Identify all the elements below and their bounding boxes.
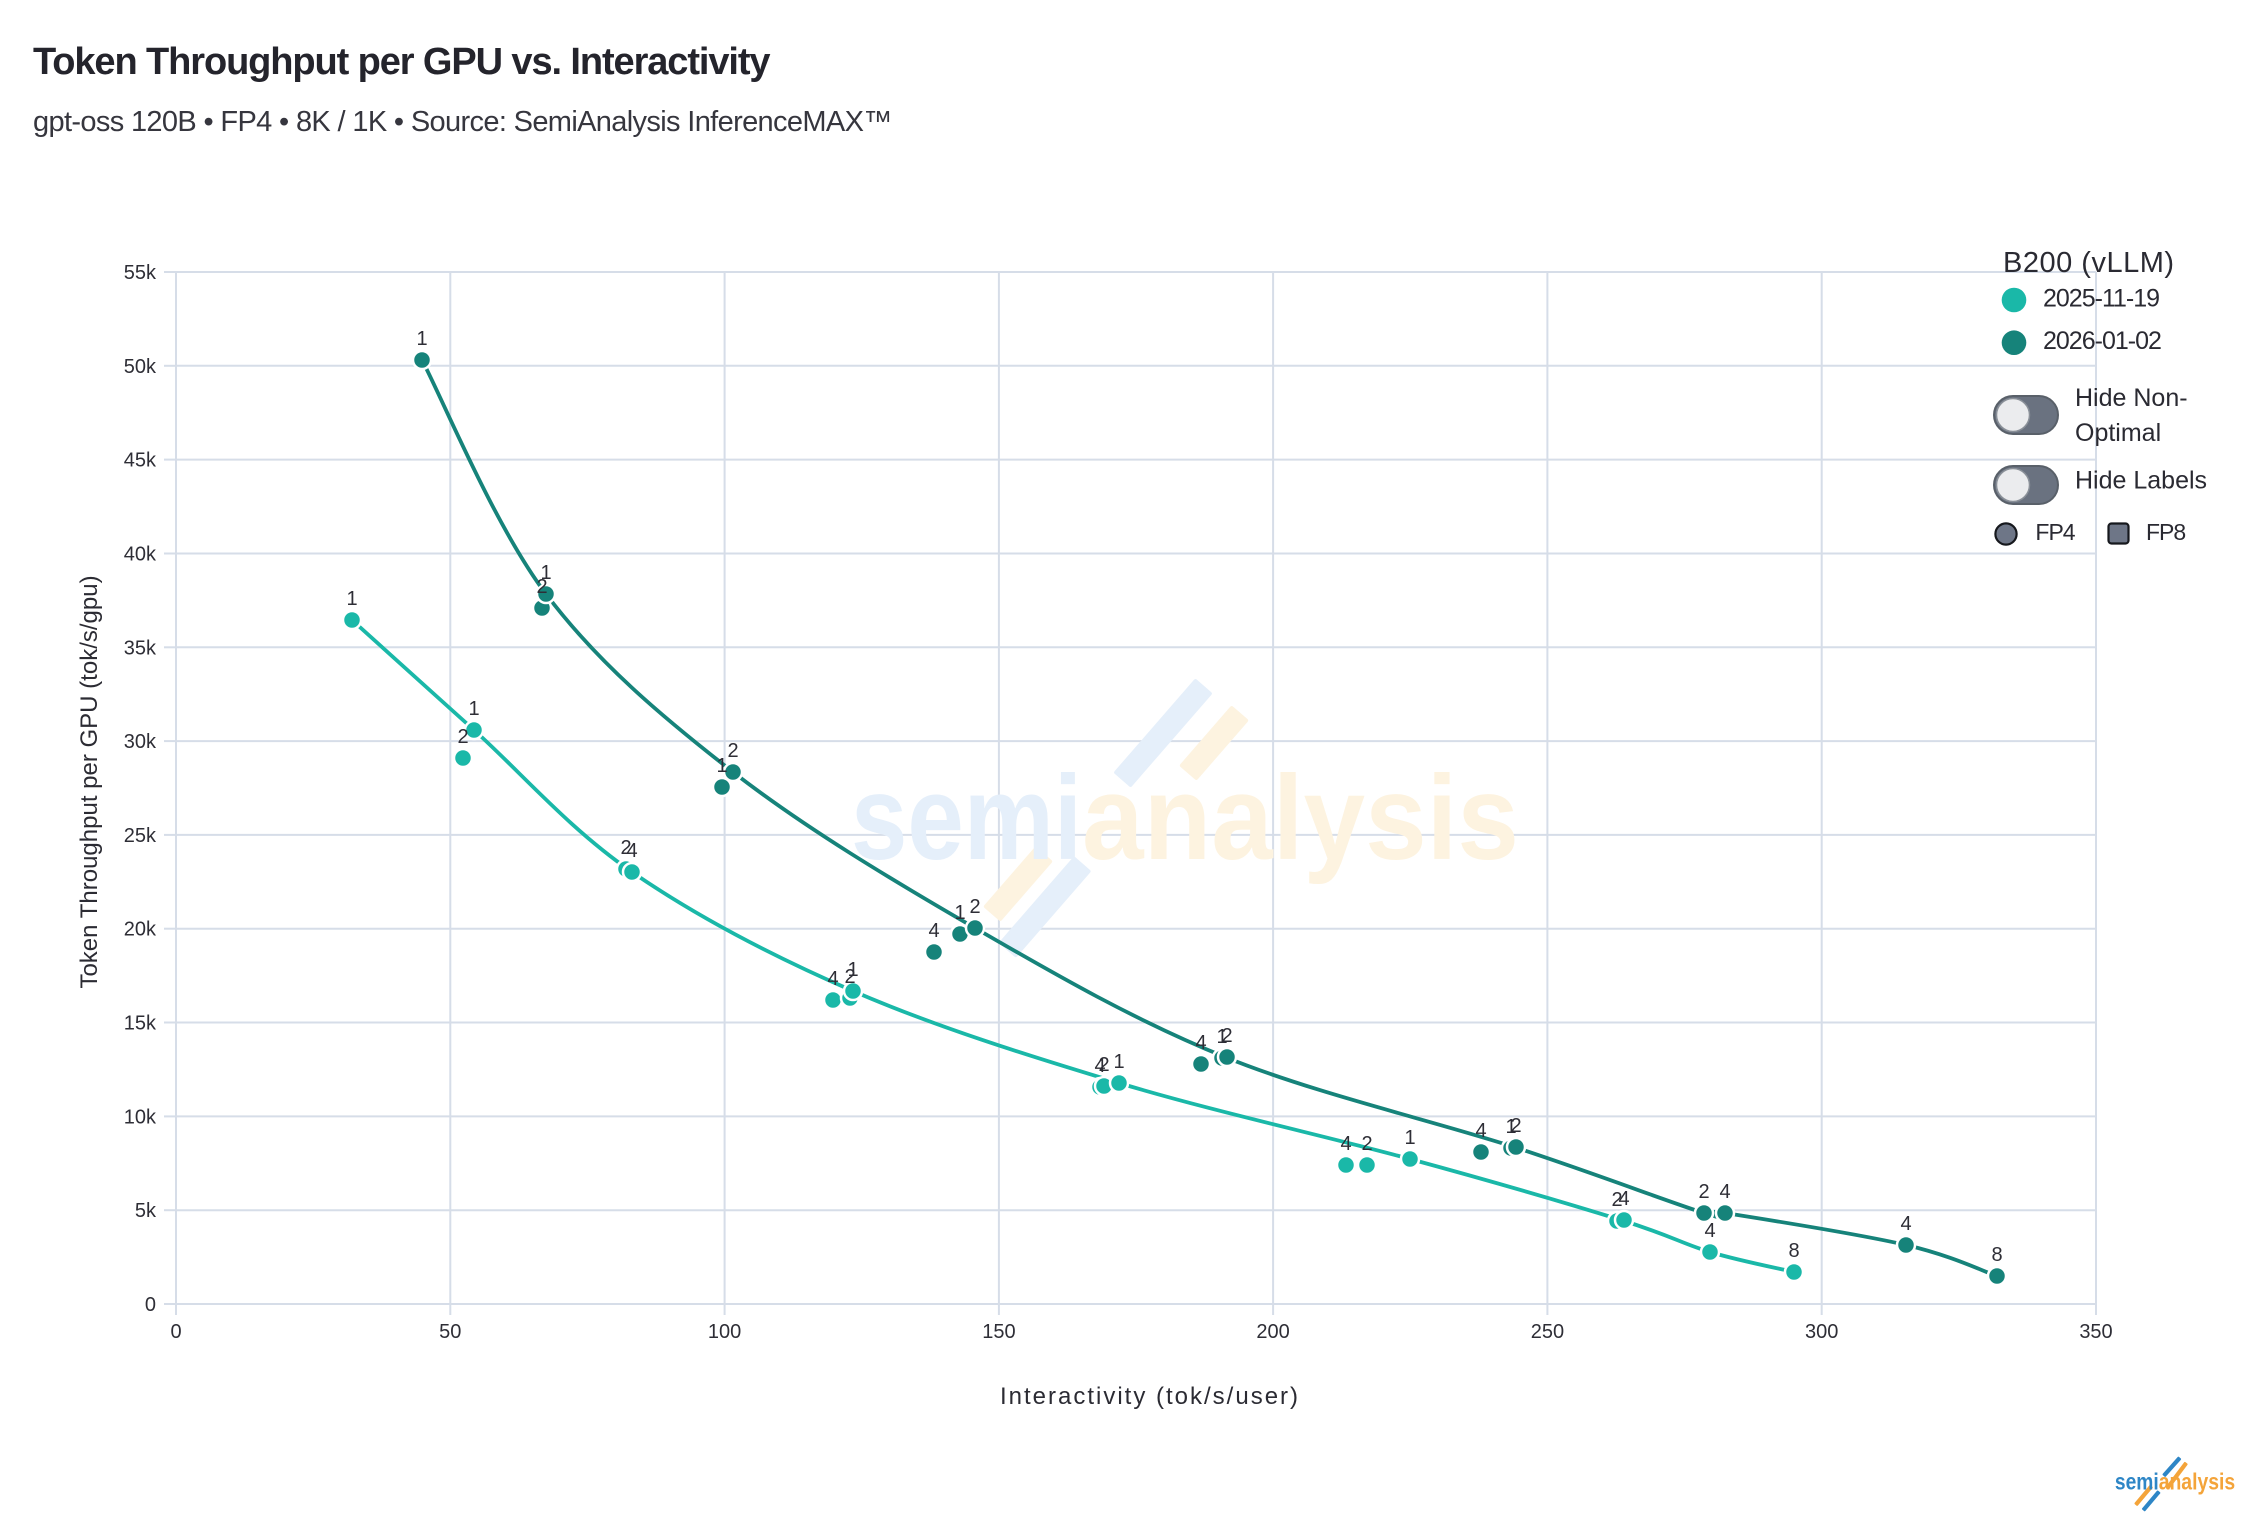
svg-text:1: 1: [716, 755, 727, 777]
svg-text:4: 4: [827, 968, 838, 990]
svg-text:B200 (vLLM): B200 (vLLM): [2003, 247, 2175, 279]
svg-text:2: 2: [1698, 1181, 1709, 1203]
svg-text:semi: semi: [2115, 1469, 2159, 1495]
svg-text:2: 2: [727, 740, 738, 762]
svg-text:4: 4: [1900, 1213, 1911, 1235]
svg-text:2: 2: [969, 896, 980, 918]
svg-text:FP8: FP8: [2146, 519, 2185, 545]
svg-text:4: 4: [1340, 1133, 1351, 1155]
svg-text:Token Throughput per GPU (tok/: Token Throughput per GPU (tok/s/gpu): [76, 575, 103, 988]
svg-text:2025-11-19: 2025-11-19: [2043, 285, 2159, 313]
svg-text:2026-01-02: 2026-01-02: [2043, 327, 2161, 355]
svg-text:4: 4: [1719, 1181, 1730, 1203]
svg-text:100: 100: [708, 1321, 741, 1343]
svg-text:Optimal: Optimal: [2075, 419, 2161, 447]
svg-text:0: 0: [170, 1321, 181, 1343]
svg-text:50k: 50k: [124, 356, 157, 378]
svg-text:4: 4: [1195, 1032, 1206, 1054]
svg-text:50: 50: [439, 1321, 461, 1343]
svg-text:30k: 30k: [124, 731, 157, 753]
svg-text:200: 200: [1256, 1321, 1289, 1343]
svg-text:1: 1: [954, 902, 965, 924]
svg-text:4: 4: [1094, 1055, 1105, 1077]
svg-text:2: 2: [1510, 1115, 1521, 1137]
svg-text:4: 4: [1618, 1188, 1629, 1210]
svg-text:FP4: FP4: [2035, 519, 2075, 545]
svg-text:300: 300: [1805, 1321, 1838, 1343]
svg-text:25k: 25k: [124, 825, 157, 847]
svg-text:1: 1: [416, 328, 427, 350]
svg-text:10k: 10k: [124, 1106, 157, 1128]
svg-text:8: 8: [1788, 1240, 1799, 1262]
svg-text:0: 0: [145, 1294, 156, 1316]
svg-text:8: 8: [1991, 1244, 2002, 1266]
svg-text:150: 150: [982, 1321, 1015, 1343]
svg-text:55k: 55k: [124, 262, 157, 284]
svg-text:45k: 45k: [124, 450, 157, 472]
svg-text:5k: 5k: [135, 1200, 157, 1222]
svg-text:40k: 40k: [124, 544, 157, 566]
svg-text:gpt-oss 120B • FP4 • 8K / 1K •: gpt-oss 120B • FP4 • 8K / 1K • Source: S…: [33, 106, 892, 138]
svg-text:analysis: analysis: [2159, 1469, 2236, 1495]
svg-text:2: 2: [536, 576, 547, 598]
svg-text:4: 4: [1475, 1120, 1486, 1142]
svg-text:Hide Non-: Hide Non-: [2075, 384, 2188, 412]
svg-text:1: 1: [468, 698, 479, 720]
svg-text:250: 250: [1531, 1321, 1564, 1343]
svg-text:1: 1: [346, 588, 357, 610]
svg-text:1: 1: [1505, 1116, 1516, 1138]
svg-text:20k: 20k: [124, 919, 157, 941]
svg-text:1: 1: [847, 959, 858, 981]
svg-text:35k: 35k: [124, 637, 157, 659]
svg-text:Interactivity (tok/s/user): Interactivity (tok/s/user): [1000, 1383, 1300, 1410]
svg-text:2: 2: [1221, 1025, 1232, 1047]
svg-text:Hide Labels: Hide Labels: [2075, 467, 2207, 495]
svg-text:2: 2: [844, 966, 855, 988]
svg-text:2: 2: [457, 726, 468, 748]
svg-text:4: 4: [626, 840, 637, 862]
svg-text:semi: semi: [851, 751, 1082, 885]
svg-text:2: 2: [1098, 1054, 1109, 1076]
svg-text:1: 1: [1404, 1127, 1415, 1149]
svg-text:1: 1: [1113, 1051, 1124, 1073]
svg-text:4: 4: [928, 920, 939, 942]
svg-text:350: 350: [2079, 1321, 2112, 1343]
svg-text:analysis: analysis: [1082, 751, 1519, 885]
svg-text:4: 4: [1704, 1220, 1715, 1242]
svg-text:1: 1: [540, 562, 551, 584]
svg-text:2: 2: [620, 837, 631, 859]
svg-text:Token Throughput per GPU vs. I: Token Throughput per GPU vs. Interactivi…: [33, 41, 770, 83]
svg-text:1: 1: [1216, 1026, 1227, 1048]
svg-text:2: 2: [1611, 1189, 1622, 1211]
svg-text:2: 2: [1361, 1133, 1372, 1155]
svg-text:15k: 15k: [124, 1013, 157, 1035]
